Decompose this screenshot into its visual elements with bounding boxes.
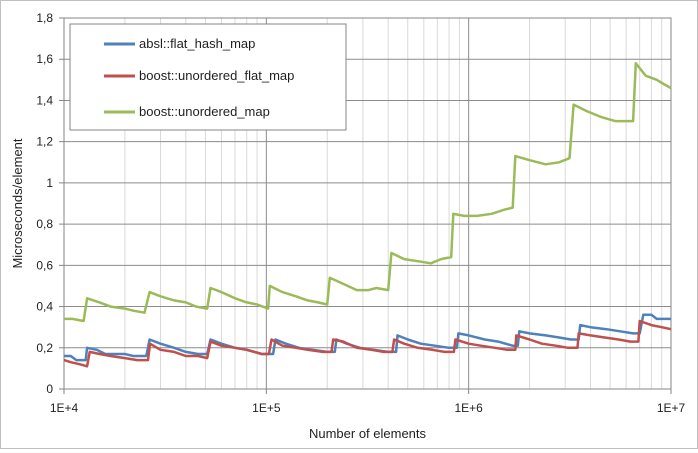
x-axis-ticks: 1E+4 1E+5 1E+6 1E+7: [50, 389, 686, 415]
x-tick-label: 1E+6: [454, 401, 483, 415]
y-tick-label: 1,2: [36, 135, 53, 149]
legend: absl::flat_hash_map boost::unordered_fla…: [69, 23, 347, 131]
series-line-1: [63, 319, 672, 368]
legend-item-absl: absl::flat_hash_map: [104, 36, 255, 51]
y-axis-ticks: 0 0,2 0,4 0,6 0,8 1 1,2 1,4 1,6 1,8: [36, 11, 64, 396]
legend-item-boost-unordered: boost::unordered_map: [104, 104, 270, 119]
series-line-0: [64, 313, 671, 362]
y-tick-label: 0,2: [36, 341, 53, 355]
y-tick-label: 1,8: [36, 11, 53, 25]
y-tick-label: 0: [46, 382, 53, 396]
y-tick-label: 1,6: [36, 52, 53, 66]
x-axis-title: Number of elements: [309, 426, 427, 441]
y-tick-label: 1,4: [36, 93, 53, 107]
legend-label-boost-unordered: boost::unordered_map: [139, 104, 270, 119]
y-tick-label: 1: [46, 176, 53, 190]
legend-label-boost-flat: boost::unordered_flat_map: [139, 68, 294, 83]
y-tick-label: 0,4: [36, 300, 53, 314]
plot-area: [63, 17, 672, 390]
legend-label-absl: absl::flat_hash_map: [139, 36, 255, 51]
y-tick-label: 0,8: [36, 217, 53, 231]
y-tick-label: 0,6: [36, 258, 53, 272]
y-axis-title: Microseconds/element: [10, 138, 25, 268]
x-tick-label: 1E+7: [657, 401, 686, 415]
series-layer: [63, 62, 672, 368]
series-line-2: [64, 62, 672, 323]
x-tick-label: 1E+4: [50, 401, 79, 415]
x-tick-label: 1E+5: [252, 401, 281, 415]
legend-item-boost-flat: boost::unordered_flat_map: [104, 68, 294, 83]
